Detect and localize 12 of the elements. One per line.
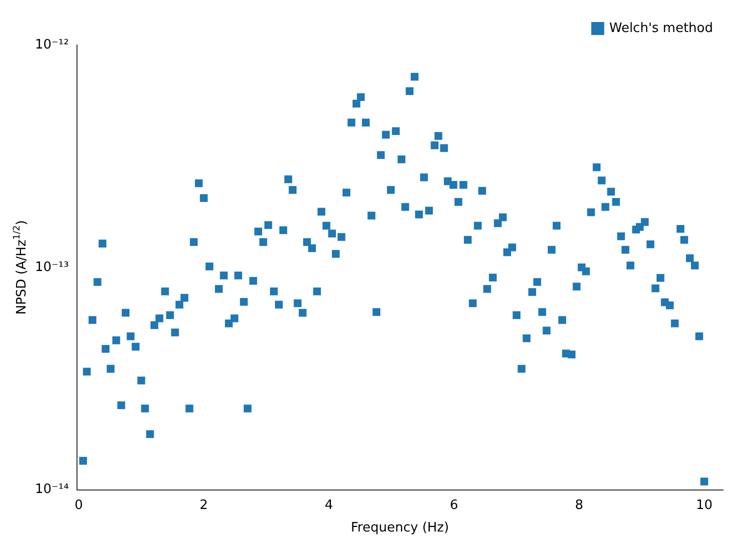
y-tick-label: 10⁻¹² [35,37,69,52]
x-tick-label: 4 [324,498,334,513]
x-tick-label: 6 [450,498,458,513]
y-tick-label: 10⁻¹³ [35,260,69,275]
legend-label: Welch's method [609,20,714,36]
y-tick-label: 10⁻¹⁴ [35,482,69,498]
x-tick-label: 10 [696,498,713,513]
x-axis-title: Frequency (Hz) [350,520,449,536]
x-tick-label: 0 [74,498,83,513]
x-tick-label: 2 [200,498,208,513]
x-tick-label: 8 [574,498,584,513]
y-axis-title: NPSD (A/Hz1/2) [12,220,30,315]
